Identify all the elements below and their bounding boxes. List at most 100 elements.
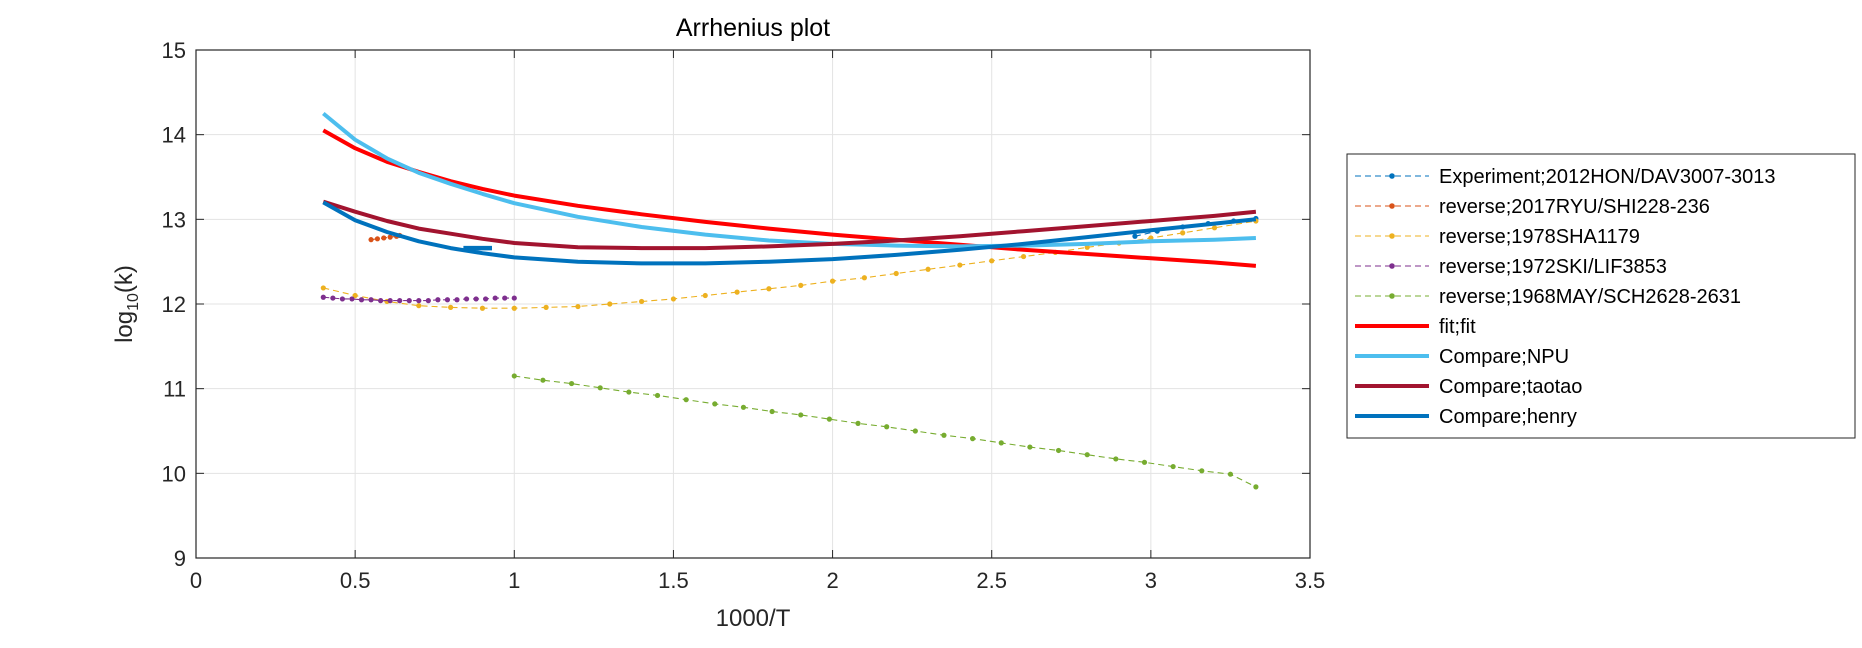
series-line <box>322 199 1257 251</box>
axis-ticks <box>195 49 1311 559</box>
series-6 <box>322 111 1256 249</box>
legend-item: reverse;1968MAY/SCH2628-2631 <box>1355 286 1741 308</box>
data-point <box>769 408 775 415</box>
data-point <box>368 237 374 243</box>
legend-item: fit;fit <box>1355 316 1476 338</box>
x-tick-label: 1.5 <box>658 568 689 593</box>
data-point <box>358 297 365 303</box>
y-tick-label: 9 <box>174 546 186 571</box>
data-point <box>1055 447 1062 454</box>
data-point <box>1227 471 1234 477</box>
data-point <box>912 428 918 434</box>
data-point <box>712 401 718 407</box>
data-point <box>670 296 677 302</box>
data-point <box>397 298 403 304</box>
data-point <box>766 286 772 292</box>
data-point <box>1141 459 1148 465</box>
data-point <box>829 278 836 284</box>
data-point <box>463 296 470 302</box>
y-axis-title-tail: (k) <box>111 265 138 293</box>
legend-item: Compare;henry <box>1355 406 1577 428</box>
legend-item: reverse;1978SHA1179 <box>1355 226 1640 248</box>
data-point <box>1253 484 1259 490</box>
data-point <box>473 296 479 302</box>
y-tick-label: 10 <box>162 461 186 486</box>
data-point <box>435 297 441 303</box>
x-tick-label: 3 <box>1145 568 1157 593</box>
data-point <box>320 285 326 291</box>
data-point <box>416 303 422 309</box>
data-point <box>378 298 384 304</box>
x-tick-label: 0.5 <box>340 568 371 593</box>
data-point <box>957 262 963 268</box>
data-point <box>406 298 412 304</box>
legend-label: reverse;2017RYU/SHI228-236 <box>1439 196 1710 218</box>
legend-marker <box>1389 263 1395 269</box>
x-tick-label: 3.5 <box>1295 568 1326 593</box>
data-point <box>483 296 489 302</box>
data-point <box>1199 468 1205 474</box>
data-point <box>1113 456 1119 462</box>
series-line <box>322 200 1257 266</box>
data-point <box>502 295 508 301</box>
data-point <box>1084 244 1090 250</box>
data-point <box>998 440 1004 446</box>
x-tick-label: 1 <box>508 568 520 593</box>
series-4 <box>511 373 1259 490</box>
data-point <box>511 305 517 311</box>
data-point <box>855 420 861 426</box>
data-point <box>543 304 549 310</box>
data-point <box>540 377 546 383</box>
data-point <box>349 296 355 302</box>
legend-label: reverse;1968MAY/SCH2628-2631 <box>1439 286 1741 308</box>
data-point <box>368 297 374 303</box>
data-point <box>1132 233 1138 239</box>
data-point <box>1084 452 1090 458</box>
data-point <box>575 303 581 310</box>
legend-label: Compare;taotao <box>1439 376 1582 398</box>
data-point <box>654 392 661 399</box>
data-point <box>941 432 947 438</box>
legend: Experiment;2012HON/DAV3007-3013 reverse;2… <box>1346 153 1856 439</box>
series-3 <box>320 294 517 304</box>
legend-item: reverse;1972SKI/LIF3853 <box>1355 256 1667 278</box>
data-point <box>511 373 517 379</box>
y-tick-label: 12 <box>162 292 186 317</box>
series-line <box>323 220 1256 309</box>
chart-title: Arrhenius plot <box>676 14 830 42</box>
series-line <box>322 111 1256 249</box>
series-layer <box>320 111 1259 490</box>
legend-label: Compare;henry <box>1439 406 1577 428</box>
legend-item: Compare;NPU <box>1355 346 1569 368</box>
y-axis-title-base: log <box>111 311 138 343</box>
data-point <box>683 397 689 403</box>
data-point <box>861 275 868 281</box>
data-point <box>884 424 890 430</box>
y-tick-label: 14 <box>162 123 186 148</box>
x-tick-label: 2 <box>826 568 838 593</box>
legend-label: Experiment;2012HON/DAV3007-3013 <box>1439 166 1775 188</box>
data-point <box>989 258 995 264</box>
legend-item: Experiment;2012HON/DAV3007-3013 <box>1355 166 1775 188</box>
legend-label: Compare;NPU <box>1439 346 1569 368</box>
data-point <box>1170 463 1176 470</box>
y-tick-label: 11 <box>163 377 186 402</box>
data-point <box>416 298 422 304</box>
legend-marker <box>1389 233 1395 239</box>
data-point <box>425 298 431 304</box>
series-8 <box>322 200 1257 266</box>
legend-item: reverse;2017RYU/SHI228-236 <box>1355 196 1710 218</box>
data-point <box>1148 235 1154 241</box>
x-tick-labels: 0 0.5 1 1.5 2 2.5 3 3.5 <box>190 568 1325 593</box>
data-point <box>970 436 976 442</box>
data-point <box>925 266 931 272</box>
data-point <box>492 295 498 301</box>
legend-marker <box>1389 293 1395 299</box>
legend-marker <box>1389 173 1395 179</box>
data-point <box>339 296 346 302</box>
data-point <box>387 234 393 240</box>
legend-item: Compare;taotao <box>1355 376 1582 398</box>
data-point <box>320 294 326 300</box>
data-point <box>740 404 747 410</box>
y-tick-label: 15 <box>162 38 186 63</box>
